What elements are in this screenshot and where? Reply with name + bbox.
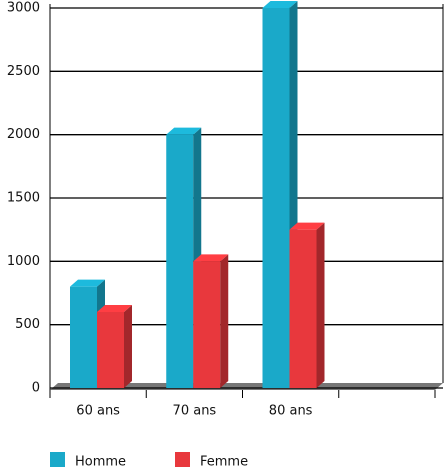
bar <box>97 305 132 388</box>
y-tick-label: 500 <box>15 317 40 332</box>
bar-top <box>262 1 298 8</box>
bar-top <box>97 305 132 312</box>
y-tick-label: 0 <box>32 381 40 396</box>
legend-swatch <box>50 452 65 467</box>
bar <box>262 1 298 388</box>
y-tick-label: 2500 <box>7 64 40 79</box>
bar-front <box>70 286 97 388</box>
bar-side <box>124 305 132 388</box>
legend-label: Homme <box>75 455 126 470</box>
x-tick-label: 80 ans <box>269 404 313 419</box>
x-tick-label: 60 ans <box>76 404 120 419</box>
y-tick-label: 3000 <box>7 1 40 16</box>
y-tick-label: 1000 <box>7 254 40 269</box>
legend-swatch <box>175 452 190 467</box>
y-tick-label: 1500 <box>7 191 40 206</box>
x-tick-label: 70 ans <box>173 404 217 419</box>
bar-front <box>193 261 221 388</box>
bar-side <box>316 222 325 388</box>
bar-front <box>289 229 317 388</box>
bar-front <box>166 134 194 388</box>
bar-side <box>220 254 229 388</box>
bar-top <box>193 254 229 262</box>
bar-front <box>97 312 124 388</box>
y-tick-label: 2000 <box>7 127 40 142</box>
bar <box>193 254 229 388</box>
legend-label: Femme <box>200 455 248 470</box>
bar <box>289 222 325 388</box>
bar-top <box>289 222 325 230</box>
bar-front <box>262 8 290 388</box>
bar-top <box>166 127 202 135</box>
bar-top <box>70 279 105 287</box>
